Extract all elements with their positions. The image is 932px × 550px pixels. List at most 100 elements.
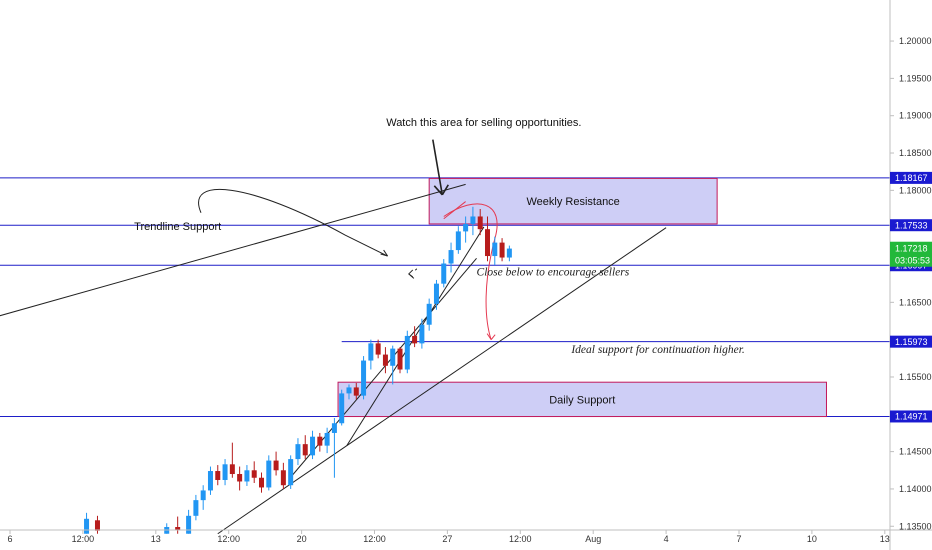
candle-body <box>346 387 352 394</box>
candle-body <box>207 471 213 491</box>
candle <box>426 298 432 331</box>
svg-text:1.14971: 1.14971 <box>895 412 928 422</box>
candle-body <box>273 460 279 471</box>
candle-body <box>390 348 396 366</box>
candle <box>382 347 388 374</box>
selling-arrow <box>432 139 444 195</box>
annotation-text: Trendline Support <box>134 221 221 233</box>
trendline-long <box>0 183 466 317</box>
candle <box>200 485 206 510</box>
candle-body <box>215 471 221 480</box>
candle <box>317 432 323 452</box>
price-axis-label: 1.15500 <box>899 372 932 382</box>
candle <box>448 242 454 273</box>
current-price-label: 1.17218 <box>895 244 928 254</box>
candle-body <box>310 436 316 456</box>
zone-box <box>428 177 718 225</box>
candle-body <box>441 263 447 284</box>
candle <box>207 466 213 495</box>
pointer-arrowhead <box>380 249 389 257</box>
svg-text:1.15973: 1.15973 <box>895 337 928 347</box>
candle-body <box>251 470 257 478</box>
price-axis-label: 1.19000 <box>899 111 932 121</box>
svg-text:1.18167: 1.18167 <box>895 173 928 183</box>
candle-body <box>339 393 345 424</box>
candle <box>470 206 476 236</box>
candle-body <box>499 242 505 258</box>
candle <box>339 389 345 426</box>
candle-body <box>397 348 403 370</box>
candle <box>506 245 512 262</box>
candle-body <box>477 216 483 230</box>
candle-body <box>419 324 425 344</box>
candle <box>499 238 505 262</box>
price-axis-label: 1.18000 <box>899 185 932 195</box>
time-axis-label: 12:00 <box>363 534 386 544</box>
time-axis-label: 20 <box>297 534 307 544</box>
level-price-tag: 1.18167 <box>890 171 932 184</box>
candle <box>397 347 403 374</box>
candle-body <box>404 335 410 370</box>
candle <box>175 516 181 534</box>
candle-body <box>470 216 476 224</box>
candle-body <box>94 520 100 531</box>
annotation-text: Watch this area for selling opportunitie… <box>386 117 581 129</box>
candle <box>259 472 265 493</box>
candle <box>404 330 410 374</box>
candle <box>492 236 498 265</box>
candle <box>310 430 316 460</box>
candle <box>222 459 228 486</box>
candle <box>94 515 100 534</box>
candle-body <box>200 490 206 501</box>
annotation-text: Ideal support for continuation higher. <box>570 344 744 356</box>
candle <box>164 523 170 534</box>
candle-body <box>492 242 498 257</box>
candle <box>375 339 381 359</box>
time-axis-label: 12:00 <box>509 534 532 544</box>
time-axis-label: 7 <box>736 534 741 544</box>
candle <box>419 318 425 349</box>
selling-arrowhead <box>433 184 449 196</box>
candle-body <box>266 460 272 488</box>
candle-body <box>433 283 439 304</box>
price-axis-label: 1.14000 <box>899 484 932 494</box>
candle <box>346 384 352 400</box>
candle-body <box>448 250 454 264</box>
time-axis-label: 12:00 <box>217 534 240 544</box>
candle <box>302 435 308 460</box>
candle <box>412 326 418 348</box>
candle-body <box>222 464 228 480</box>
candle <box>229 442 235 478</box>
candle-body <box>295 444 301 460</box>
candle <box>244 465 250 486</box>
time-axis-label: 13 <box>151 534 161 544</box>
candle-body <box>463 223 469 232</box>
candle <box>295 438 301 466</box>
candle-body <box>382 354 388 366</box>
candle <box>280 462 286 489</box>
candle-body <box>375 343 381 355</box>
candle <box>324 427 330 454</box>
candle <box>477 209 483 236</box>
countdown-label: 03:05:53 <box>895 256 930 266</box>
candle-body <box>484 229 490 257</box>
candle-body <box>280 470 286 486</box>
svg-text:1.17533: 1.17533 <box>895 220 928 230</box>
candle <box>361 356 367 400</box>
zone-label: Daily Support <box>549 394 615 406</box>
candle-body <box>317 436 323 446</box>
time-axis-label: 4 <box>664 534 669 544</box>
time-axis-label: 12:00 <box>72 534 95 544</box>
candle <box>455 226 461 254</box>
candle-body <box>84 518 90 534</box>
close-below-arrow <box>408 268 418 279</box>
candle-body <box>237 474 243 482</box>
candle <box>390 345 396 385</box>
annotation-text: Close below to encourage sellers <box>477 266 630 278</box>
level-price-tag: 1.17533 <box>890 219 932 232</box>
projection-start <box>443 201 466 220</box>
price-axis-label: 1.13500 <box>899 521 932 531</box>
price-axis-label: 1.16500 <box>899 297 932 307</box>
candle <box>215 465 221 486</box>
